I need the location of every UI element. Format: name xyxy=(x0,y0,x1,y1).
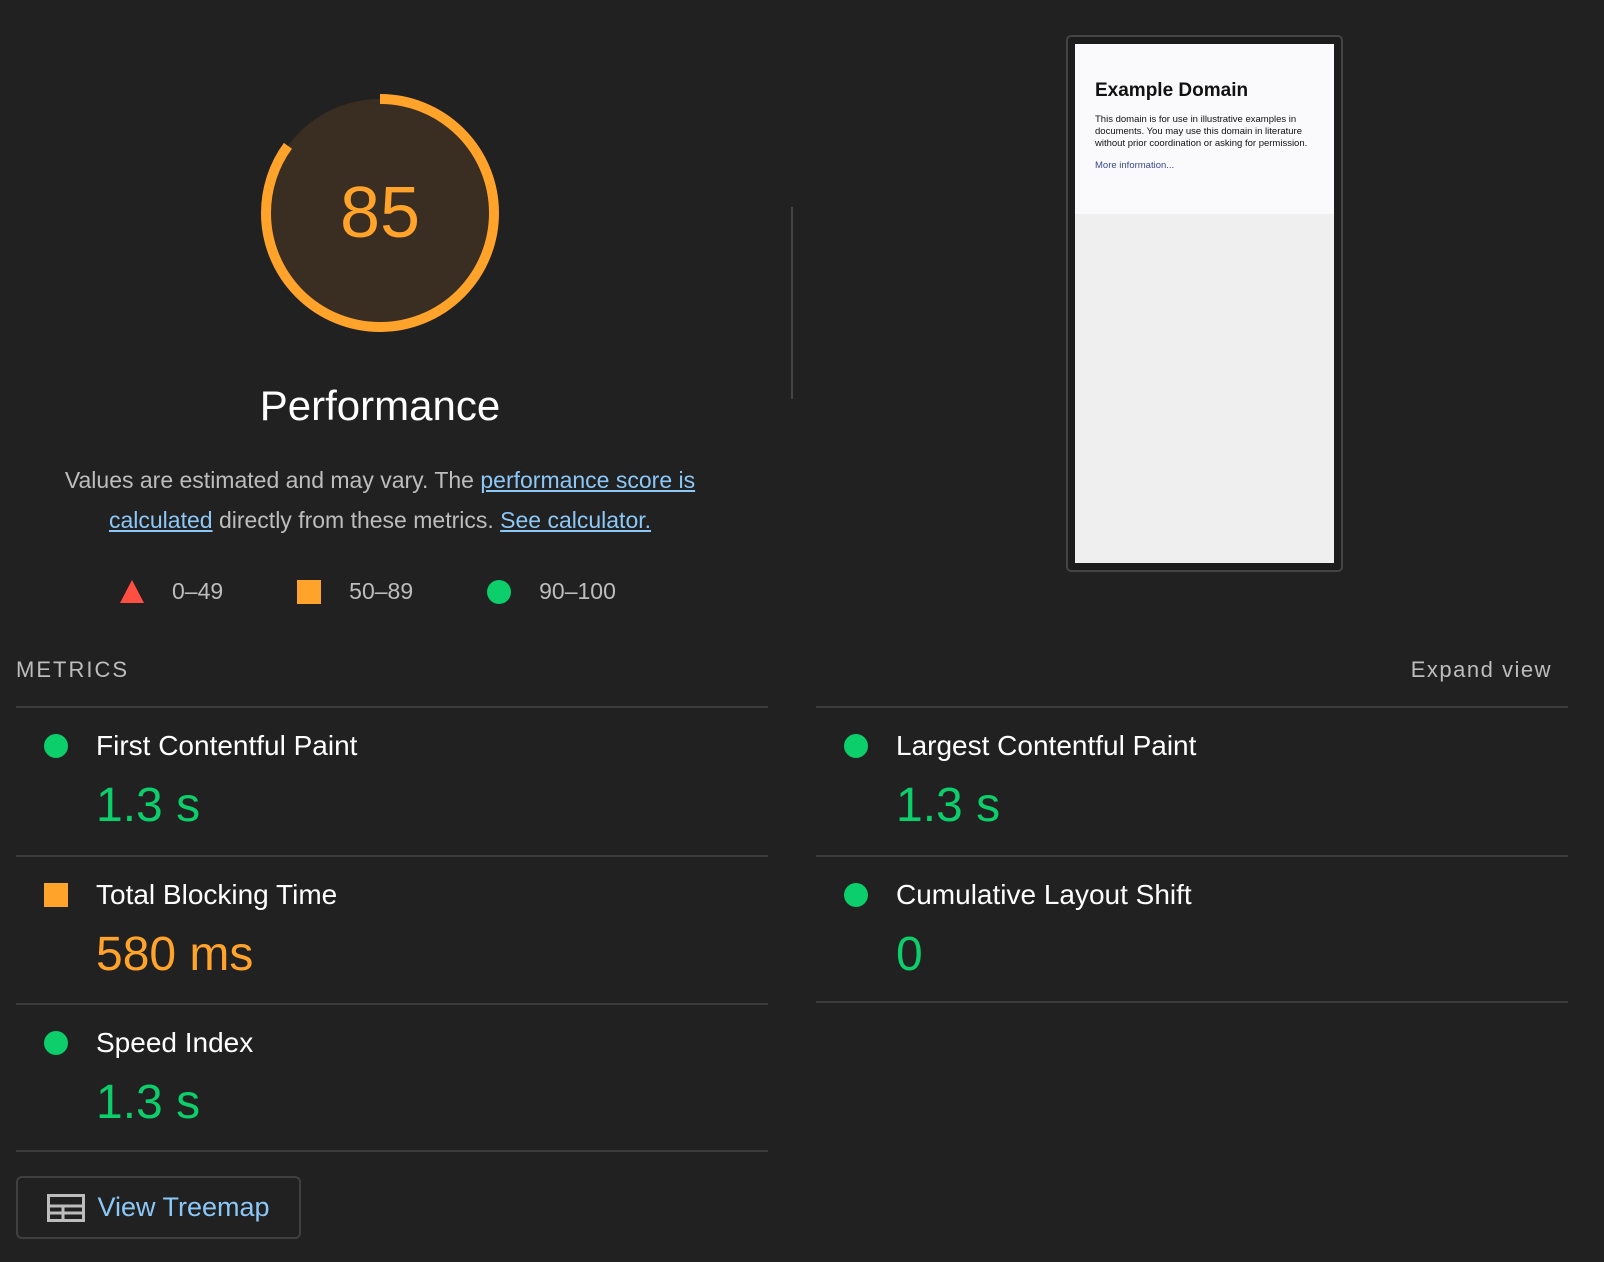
metric-label: Total Blocking Time xyxy=(96,879,338,910)
circle-icon xyxy=(844,883,868,907)
metric-divider xyxy=(816,1001,1568,1003)
screenshot-heading: Example Domain xyxy=(1095,80,1249,101)
circle-icon xyxy=(44,734,68,758)
metric-value: 580 ms xyxy=(96,928,254,981)
circle-icon xyxy=(44,1031,68,1055)
treemap-label: View Treemap xyxy=(97,1192,270,1222)
category-title: Performance xyxy=(259,382,501,429)
score-calculated-link[interactable]: performance score is calculated xyxy=(108,467,696,533)
desc-text: directly from these metrics. xyxy=(212,507,501,533)
legend-fail: 0–49 xyxy=(120,578,223,605)
metric-item: Total Blocking Time 580 ms xyxy=(16,855,768,1003)
score-gauge xyxy=(261,94,499,332)
score-legend: 0–49 50–89 90–100 xyxy=(120,578,690,605)
square-icon xyxy=(297,579,322,604)
metric-label: Cumulative Layout Shift xyxy=(896,879,1192,910)
metric-divider xyxy=(16,855,768,857)
metric-divider xyxy=(16,706,768,708)
final-screenshot[interactable]: Example Domain This domain is for use in… xyxy=(1066,35,1343,572)
metric-divider xyxy=(16,1150,768,1152)
description: Values are estimated and may vary. The p… xyxy=(20,460,740,540)
treemap-icon xyxy=(47,1193,86,1222)
metric-value: 1.3 s xyxy=(96,1076,201,1129)
metric-divider xyxy=(816,855,1568,857)
square-icon xyxy=(44,883,68,907)
calculator-link[interactable]: See calculator. xyxy=(500,507,652,533)
circle-icon xyxy=(844,734,868,758)
screenshot-link: More information... xyxy=(1095,160,1175,171)
metric-item: Cumulative Layout Shift 0 xyxy=(816,855,1568,1003)
metric-value: 1.3 s xyxy=(896,779,1001,832)
metric-label: Largest Contentful Paint xyxy=(896,730,1197,761)
expand-view-toggle[interactable]: Expand view xyxy=(1410,657,1552,682)
legend-range: 50–89 xyxy=(349,578,414,604)
metric-divider xyxy=(16,1003,768,1005)
legend-range: 0–49 xyxy=(172,578,224,604)
metric-label: Speed Index xyxy=(96,1027,254,1058)
legend-average: 50–89 xyxy=(297,578,413,605)
score-value: 85 xyxy=(339,173,421,253)
metric-item: Speed Index 1.3 s xyxy=(16,1003,768,1151)
screenshot-body: This domain is for use in illustrative e… xyxy=(1095,114,1308,149)
metric-value: 1.3 s xyxy=(96,779,201,832)
legend-range: 90–100 xyxy=(539,578,616,604)
triangle-icon xyxy=(120,580,144,603)
metric-divider xyxy=(816,706,1568,708)
metric-label: First Contentful Paint xyxy=(96,730,358,761)
circle-icon xyxy=(487,579,512,604)
metric-item: First Contentful Paint 1.3 s xyxy=(16,706,768,854)
desc-text: Values are estimated and may vary. The xyxy=(64,467,481,493)
metric-value: 0 xyxy=(896,928,923,981)
view-treemap-button[interactable]: View Treemap xyxy=(16,1176,301,1239)
legend-pass: 90–100 xyxy=(487,578,616,605)
metric-item: Largest Contentful Paint 1.3 s xyxy=(816,706,1568,854)
metrics-header: METRICS xyxy=(16,657,129,682)
divider xyxy=(791,207,793,399)
